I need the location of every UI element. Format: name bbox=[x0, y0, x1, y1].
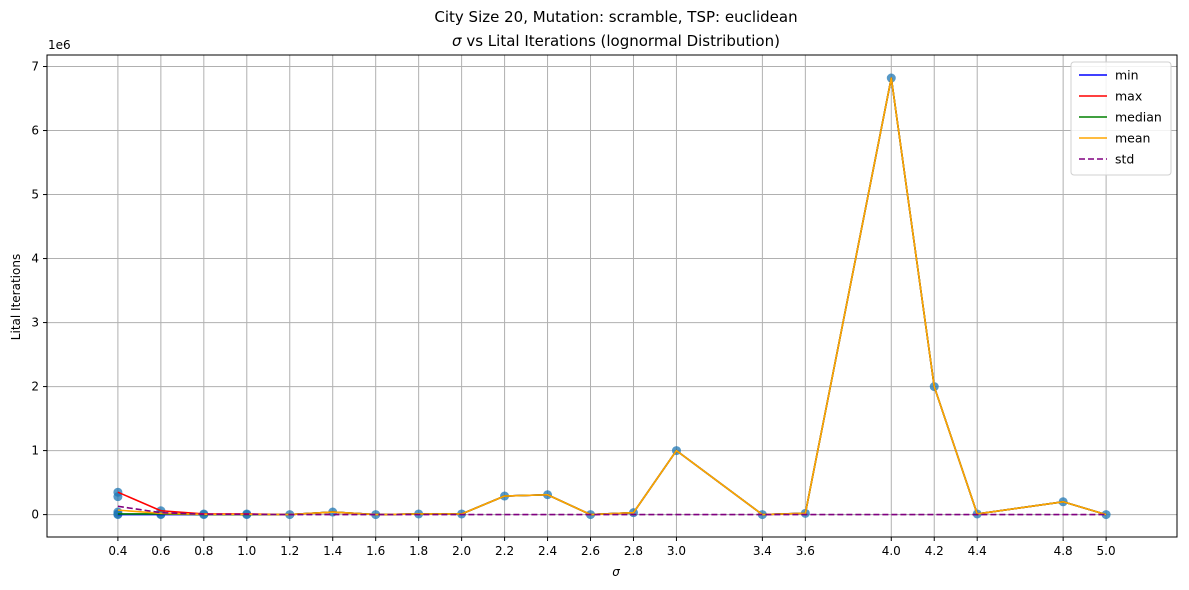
legend: min max median mean std bbox=[1070, 61, 1172, 176]
chart-title-sigma: σ bbox=[452, 32, 462, 50]
x-tick-label: 0.4 bbox=[108, 544, 127, 558]
y-tick-label: 5 bbox=[31, 188, 39, 202]
legend-label-max: max bbox=[1115, 89, 1142, 104]
x-tick-label: 4.0 bbox=[882, 544, 901, 558]
x-axis-ticks: 0.4 0.6 0.8 1.0 1.2 1.4 1.6 1.8 2.0 2.2 2.4 2.6 2.8 3… bbox=[108, 537, 1116, 558]
x-axis-label: σ bbox=[612, 565, 620, 579]
scatter-point bbox=[113, 492, 123, 502]
x-tick-label: 0.6 bbox=[151, 544, 170, 558]
y-tick-label: 0 bbox=[31, 508, 39, 522]
x-tick-label: 1.6 bbox=[366, 544, 385, 558]
x-tick-label: 2.0 bbox=[452, 544, 471, 558]
chart-title-line1: City Size 20, Mutation: scramble, TSP: e… bbox=[434, 8, 797, 26]
x-tick-label: 2.2 bbox=[495, 544, 514, 558]
x-tick-label: 2.4 bbox=[538, 544, 557, 558]
legend-box bbox=[1070, 61, 1172, 176]
y-tick-label: 3 bbox=[31, 316, 39, 330]
x-tick-label: 5.0 bbox=[1097, 544, 1116, 558]
x-tick-label: 3.0 bbox=[667, 544, 686, 558]
x-tick-label: 1.2 bbox=[280, 544, 299, 558]
x-tick-label: 4.4 bbox=[968, 544, 987, 558]
chart-title-line2: σ vs Lital Iterations (lognormal Distrib… bbox=[452, 32, 780, 50]
y-tick-label: 2 bbox=[31, 380, 39, 394]
x-tick-label: 2.6 bbox=[581, 544, 600, 558]
x-tick-label: 1.8 bbox=[409, 544, 428, 558]
series-layer bbox=[117, 77, 1107, 516]
x-tick-label: 1.4 bbox=[323, 544, 342, 558]
x-tick-label: 0.8 bbox=[194, 544, 213, 558]
legend-label-std: std bbox=[1115, 152, 1134, 167]
x-tick-label: 4.8 bbox=[1054, 544, 1073, 558]
x-tick-label: 1.0 bbox=[237, 544, 256, 558]
series-line-std bbox=[117, 505, 1107, 516]
x-tick-label: 2.8 bbox=[624, 544, 643, 558]
y-tick-label: 6 bbox=[31, 124, 39, 138]
chart-title-rest: vs Lital Iterations (lognormal Distribut… bbox=[462, 32, 780, 50]
series-line-mean bbox=[117, 77, 1107, 516]
y-tick-label: 4 bbox=[31, 252, 39, 266]
legend-label-median: median bbox=[1115, 110, 1162, 125]
y-axis-ticks: 0 1 2 3 4 5 6 7 bbox=[31, 60, 47, 522]
legend-label-min: min bbox=[1115, 68, 1139, 83]
legend-label-mean: mean bbox=[1115, 131, 1150, 146]
grid bbox=[47, 55, 1177, 537]
y-axis-label: Lital Iterations bbox=[9, 254, 23, 340]
y-tick-label: 7 bbox=[31, 60, 39, 74]
y-tick-label: 1 bbox=[31, 444, 39, 458]
x-tick-label: 3.4 bbox=[753, 544, 772, 558]
x-tick-label: 3.6 bbox=[796, 544, 815, 558]
y-offset-label: 1e6 bbox=[48, 38, 71, 52]
x-tick-label: 4.2 bbox=[925, 544, 944, 558]
plot-frame bbox=[46, 54, 1178, 538]
